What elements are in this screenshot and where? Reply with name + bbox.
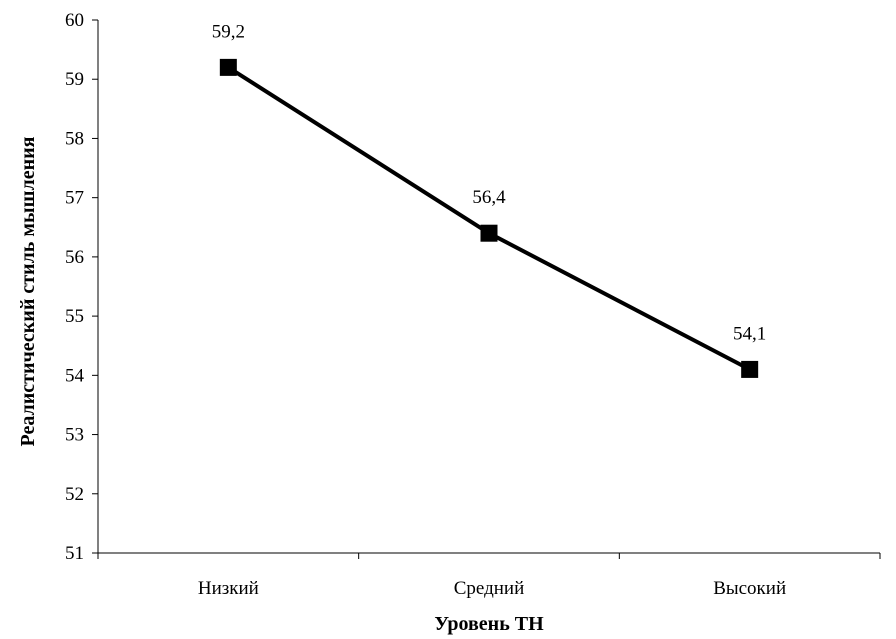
data-point-marker [480, 224, 498, 242]
y-tick-label: 54 [65, 365, 85, 386]
y-tick-label: 56 [65, 247, 84, 268]
y-tick-label: 51 [65, 543, 84, 564]
x-tick-label: Низкий [198, 578, 259, 599]
y-axis-title: Реалистический стиль мышления [17, 136, 39, 446]
x-axis: Низкий Средний Высокий [97, 552, 881, 599]
data-point-marker [219, 58, 237, 76]
data-label: 54,1 [733, 323, 766, 344]
x-tick-label: Высокий [713, 578, 786, 599]
y-tick-label: 52 [65, 484, 84, 505]
y-tick-label: 59 [65, 69, 84, 90]
y-tick-label: 55 [65, 306, 84, 327]
series-layer: 59,2 56,4 54,1 [212, 21, 766, 378]
data-label: 56,4 [472, 187, 506, 208]
data-label: 59,2 [212, 21, 245, 42]
series-line [227, 65, 751, 372]
y-tick-label: 57 [65, 188, 84, 209]
x-tick-label: Средний [454, 578, 525, 599]
y-tick-label: 58 [65, 128, 84, 149]
data-point-marker [741, 360, 759, 378]
y-axis: 51 52 53 54 55 56 57 58 59 60 [65, 10, 99, 564]
x-axis-title: Уровень ТН [434, 613, 544, 635]
y-tick-label: 60 [65, 10, 84, 31]
y-tick-label: 53 [65, 425, 84, 446]
